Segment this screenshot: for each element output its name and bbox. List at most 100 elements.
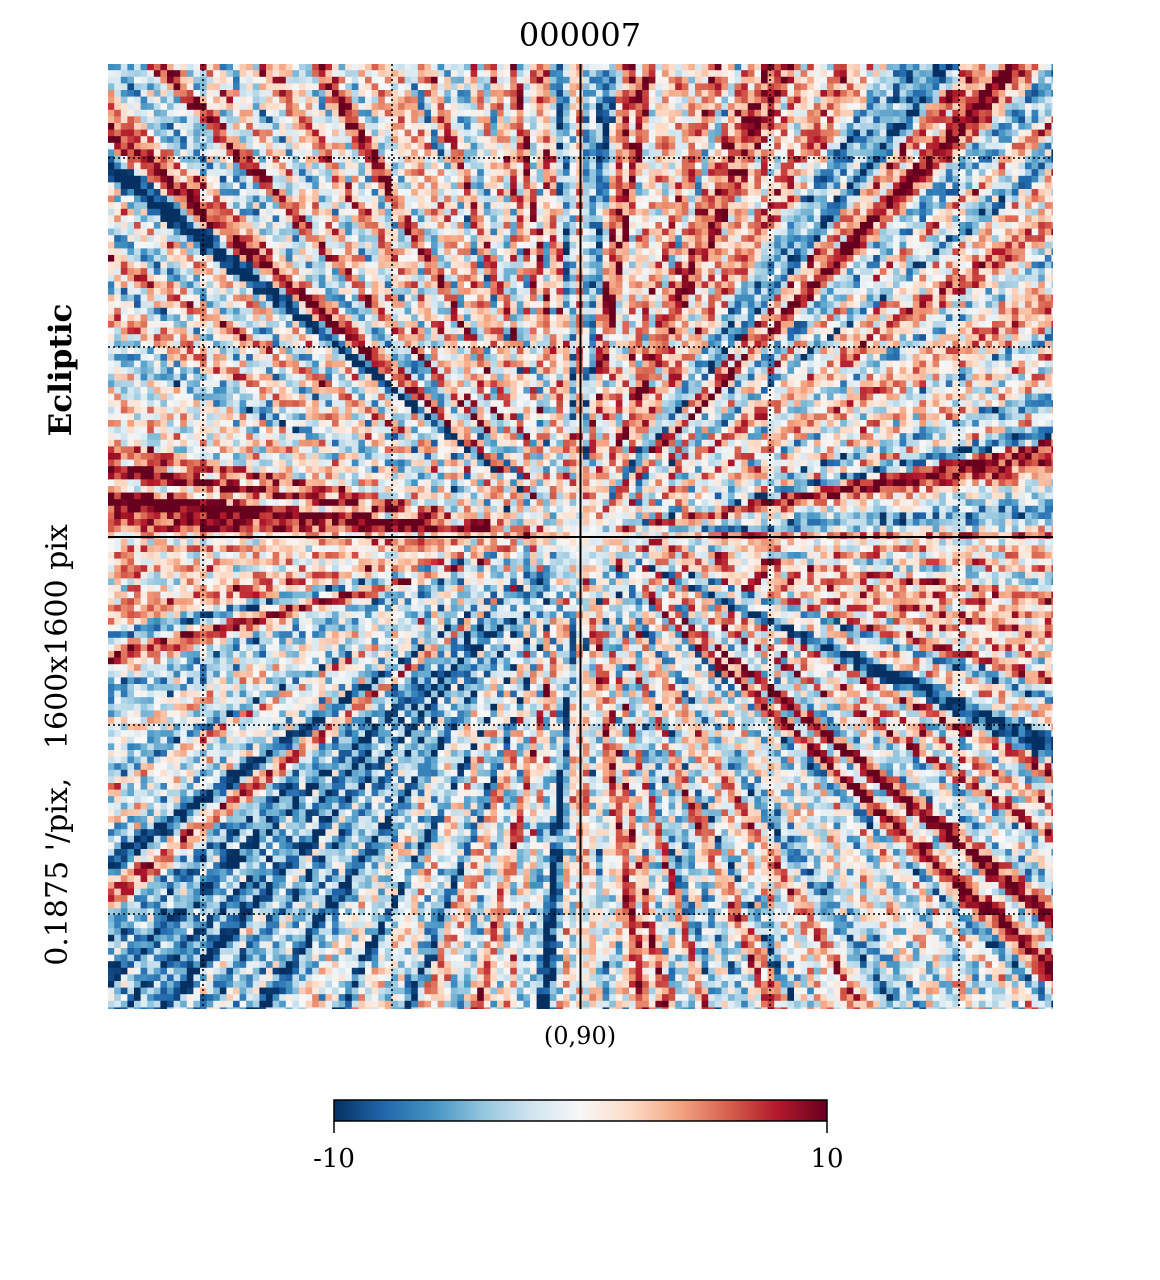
map-pixel	[853, 182, 861, 190]
map-pixel	[899, 64, 907, 71]
map-pixel	[1044, 215, 1053, 223]
map-pixel	[391, 268, 399, 276]
map-pixel	[609, 149, 617, 157]
map-pixel	[391, 215, 399, 223]
map-pixel	[906, 136, 914, 144]
map-pixel	[1011, 149, 1020, 157]
map-pixel	[239, 76, 247, 85]
map-pixel	[516, 202, 525, 210]
map-pixel	[688, 109, 696, 118]
map-pixel	[708, 156, 716, 164]
map-pixel	[556, 222, 564, 230]
map-pixel	[358, 202, 366, 210]
map-pixel	[239, 268, 247, 276]
map-pixel	[153, 103, 162, 111]
map-pixel	[252, 64, 261, 71]
map-pixel	[266, 142, 274, 151]
map-pixel	[959, 169, 967, 177]
map-pixel	[332, 76, 340, 85]
map-pixel	[734, 142, 742, 151]
map-pixel	[609, 129, 617, 137]
map-pixel	[833, 195, 841, 203]
map-pixel	[312, 90, 320, 98]
map-pixel	[681, 169, 690, 177]
map-pixel	[866, 255, 874, 263]
map-pixel	[497, 202, 505, 210]
map-pixel	[404, 189, 412, 197]
map-pixel	[635, 248, 643, 256]
map-pixel	[464, 76, 472, 85]
map-pixel	[259, 76, 267, 85]
map-pixel	[774, 208, 782, 217]
map-pixel	[761, 136, 769, 144]
map-pixel	[642, 228, 650, 236]
map-pixel	[457, 83, 465, 91]
map-pixel	[1005, 156, 1013, 164]
map-pixel	[1025, 116, 1033, 124]
map-pixel	[998, 241, 1006, 250]
map-pixel	[701, 149, 709, 157]
map-pixel	[774, 182, 782, 190]
map-pixel	[371, 182, 379, 190]
map-pixel	[503, 103, 511, 111]
map-pixel	[893, 189, 901, 197]
map-pixel	[668, 83, 676, 91]
map-pixel	[926, 109, 934, 118]
map-pixel	[787, 149, 795, 157]
map-pixel	[589, 288, 597, 296]
map-pixel	[912, 142, 921, 151]
map-pixel	[266, 195, 274, 203]
map-pixel	[490, 90, 498, 98]
map-pixel	[629, 235, 637, 243]
map-pixel	[840, 116, 848, 124]
map-pixel	[259, 136, 267, 144]
map-pixel	[134, 76, 142, 85]
map-pixel	[998, 162, 1006, 170]
map-pixel	[668, 195, 676, 203]
map-pixel	[213, 64, 221, 71]
map-pixel	[1044, 281, 1053, 289]
map-pixel	[1011, 241, 1020, 250]
map-pixel	[919, 228, 927, 236]
map-pixel	[992, 136, 1000, 144]
map-pixel	[431, 241, 439, 250]
map-pixel	[279, 268, 287, 276]
map-pixel	[919, 195, 927, 203]
map-pixel	[668, 76, 676, 85]
map-pixel	[424, 123, 432, 131]
map-pixel	[959, 142, 967, 151]
map-pixel	[596, 156, 604, 164]
map-pixel	[431, 235, 439, 243]
map-pixel	[675, 208, 683, 217]
map-pixel	[239, 255, 247, 263]
map-pixel	[345, 149, 353, 157]
map-pixel	[398, 123, 406, 131]
map-pixel	[741, 248, 749, 256]
map-pixel	[820, 103, 828, 111]
map-pixel	[807, 281, 815, 289]
map-pixel	[932, 109, 940, 118]
map-pixel	[1005, 70, 1013, 78]
map-pixel	[431, 70, 439, 78]
map-pixel	[787, 83, 795, 91]
map-pixel	[1011, 96, 1020, 104]
map-pixel	[893, 202, 901, 210]
map-pixel	[965, 96, 973, 104]
map-pixel	[266, 129, 274, 137]
map-pixel	[879, 274, 888, 283]
map-pixel	[523, 189, 531, 197]
map-pixel	[285, 195, 294, 203]
map-pixel	[708, 162, 716, 170]
map-pixel	[417, 76, 426, 85]
map-pixel	[681, 64, 690, 71]
map-pixel	[965, 202, 973, 210]
map-pixel	[200, 228, 208, 236]
map-pixel	[318, 169, 327, 177]
map-pixel	[701, 215, 709, 223]
map-pixel	[602, 136, 610, 144]
map-pixel	[510, 70, 518, 78]
map-pixel	[345, 281, 353, 289]
map-pixel	[351, 96, 360, 104]
map-pixel	[912, 123, 921, 131]
map-pixel	[285, 288, 294, 296]
